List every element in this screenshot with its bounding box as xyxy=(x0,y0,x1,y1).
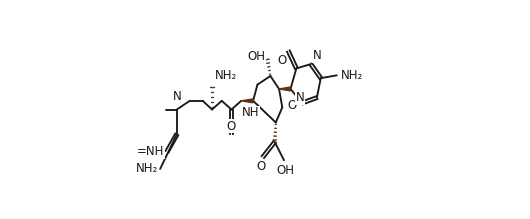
Text: O: O xyxy=(277,54,287,67)
Text: OH: OH xyxy=(277,164,295,177)
Text: OH: OH xyxy=(247,50,265,63)
Text: NH₂: NH₂ xyxy=(215,69,237,82)
Text: N: N xyxy=(313,49,322,62)
Text: N: N xyxy=(296,91,305,104)
Polygon shape xyxy=(241,99,253,103)
Polygon shape xyxy=(279,87,290,91)
Text: NH₂: NH₂ xyxy=(136,162,158,175)
Text: O: O xyxy=(227,120,236,133)
Text: NH₂: NH₂ xyxy=(341,69,363,82)
Text: O: O xyxy=(257,160,266,173)
Text: N: N xyxy=(172,90,181,103)
Text: O: O xyxy=(287,99,296,112)
Text: =NH: =NH xyxy=(137,145,164,158)
Text: NH: NH xyxy=(242,106,260,119)
